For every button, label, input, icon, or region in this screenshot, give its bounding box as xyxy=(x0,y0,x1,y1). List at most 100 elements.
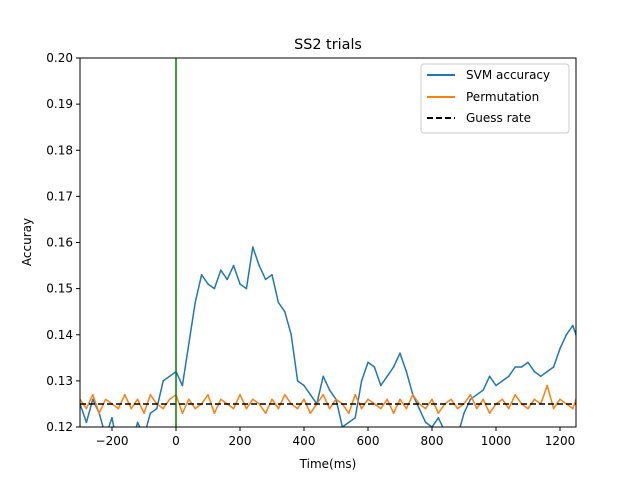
data-point-svm-accuracy xyxy=(284,310,286,313)
data-point-permutation xyxy=(456,407,459,410)
data-point-permutation xyxy=(296,407,299,410)
data-point-permutation xyxy=(392,412,395,415)
data-point-permutation xyxy=(437,412,440,415)
data-point-svm-accuracy xyxy=(533,370,536,373)
data-point-permutation xyxy=(348,412,350,415)
y-tick-label: 0.15 xyxy=(46,282,73,296)
x-tick-label: 600 xyxy=(357,434,380,448)
data-point-svm-accuracy xyxy=(373,366,376,368)
data-point-svm-accuracy xyxy=(380,384,382,387)
data-point-permutation xyxy=(303,398,305,401)
data-point-permutation xyxy=(188,398,190,401)
data-point-svm-accuracy xyxy=(168,375,171,378)
data-point-svm-accuracy xyxy=(392,366,395,368)
data-point-permutation xyxy=(117,407,120,410)
data-point-svm-accuracy xyxy=(85,421,88,424)
data-point-svm-accuracy xyxy=(226,278,228,281)
data-point-svm-accuracy xyxy=(405,370,408,373)
data-point-svm-accuracy xyxy=(514,366,516,368)
data-point-permutation xyxy=(252,398,254,401)
data-point-svm-accuracy xyxy=(136,421,139,424)
data-point-permutation xyxy=(232,407,235,410)
data-point-svm-accuracy xyxy=(162,380,164,382)
data-point-permutation xyxy=(271,398,273,401)
data-point-svm-accuracy xyxy=(495,384,497,387)
legend-label-guess-rate: Guess rate xyxy=(466,111,531,125)
data-point-permutation xyxy=(367,398,369,401)
x-tick-label: 400 xyxy=(293,434,316,448)
data-point-permutation xyxy=(194,407,196,410)
data-point-permutation xyxy=(124,393,126,396)
data-point-permutation xyxy=(476,407,478,410)
data-point-permutation xyxy=(552,407,555,410)
data-point-svm-accuracy xyxy=(482,389,485,391)
data-point-permutation xyxy=(130,407,132,410)
data-point-svm-accuracy xyxy=(527,361,529,364)
legend-label-permutation: Permutation xyxy=(466,90,539,104)
data-point-svm-accuracy xyxy=(354,417,357,419)
data-point-svm-accuracy xyxy=(245,287,248,290)
data-point-svm-accuracy xyxy=(348,421,350,424)
data-point-permutation xyxy=(149,393,152,396)
data-point-permutation xyxy=(85,407,88,410)
data-point-svm-accuracy xyxy=(309,393,312,396)
data-point-svm-accuracy xyxy=(213,287,216,290)
data-point-svm-accuracy xyxy=(290,333,293,336)
data-point-permutation xyxy=(258,403,261,405)
data-point-permutation xyxy=(559,398,561,401)
data-point-permutation xyxy=(501,398,504,401)
y-tick-label: 0.19 xyxy=(46,97,73,111)
data-point-permutation xyxy=(335,398,337,401)
legend-box xyxy=(420,63,570,134)
data-point-permutation xyxy=(508,407,510,410)
data-point-svm-accuracy xyxy=(200,274,203,276)
data-point-permutation xyxy=(162,407,164,410)
data-point-permutation xyxy=(360,407,363,410)
x-tick-label: −200 xyxy=(96,434,129,448)
data-point-svm-accuracy xyxy=(418,407,421,410)
data-point-svm-accuracy xyxy=(565,333,568,336)
data-point-permutation xyxy=(380,407,382,410)
legend-label-svm-accuracy: SVM accuracy xyxy=(466,68,550,82)
data-point-permutation xyxy=(328,407,331,410)
data-point-permutation xyxy=(488,412,491,415)
data-point-permutation xyxy=(98,412,100,415)
plot-area xyxy=(80,58,576,427)
data-point-svm-accuracy xyxy=(258,264,261,267)
y-tick-label: 0.20 xyxy=(46,51,73,65)
data-point-svm-accuracy xyxy=(476,393,478,396)
x-tick-label: 1000 xyxy=(481,434,512,448)
data-point-permutation xyxy=(264,412,267,415)
data-point-permutation xyxy=(450,398,453,401)
data-point-svm-accuracy xyxy=(488,375,491,378)
data-point-permutation xyxy=(168,398,171,401)
data-point-svm-accuracy xyxy=(220,269,222,272)
data-point-svm-accuracy xyxy=(508,375,510,378)
data-point-permutation xyxy=(412,393,414,396)
data-point-permutation xyxy=(424,407,427,410)
x-axis-label: Time(ms) xyxy=(299,457,357,471)
data-point-svm-accuracy xyxy=(552,366,555,368)
data-point-permutation xyxy=(572,407,574,410)
x-axis: −200 0 200 400 600 800 1000 1200 xyxy=(96,427,575,448)
data-point-permutation xyxy=(431,398,433,401)
data-point-svm-accuracy xyxy=(328,389,331,391)
data-point-svm-accuracy xyxy=(239,283,241,285)
x-tick-label: 0 xyxy=(172,434,180,448)
data-point-permutation xyxy=(136,398,139,401)
data-point-permutation xyxy=(322,393,325,396)
data-point-svm-accuracy xyxy=(424,421,427,424)
data-point-svm-accuracy xyxy=(559,347,561,350)
data-point-svm-accuracy xyxy=(303,384,305,387)
data-point-svm-accuracy xyxy=(111,417,113,419)
data-point-permutation xyxy=(284,393,286,396)
data-point-svm-accuracy xyxy=(367,361,369,364)
data-point-permutation xyxy=(309,412,312,415)
data-point-svm-accuracy xyxy=(156,407,158,410)
y-tick-label: 0.14 xyxy=(46,328,73,342)
data-point-svm-accuracy xyxy=(546,370,548,373)
data-point-permutation xyxy=(533,398,536,401)
data-point-permutation xyxy=(354,393,357,396)
